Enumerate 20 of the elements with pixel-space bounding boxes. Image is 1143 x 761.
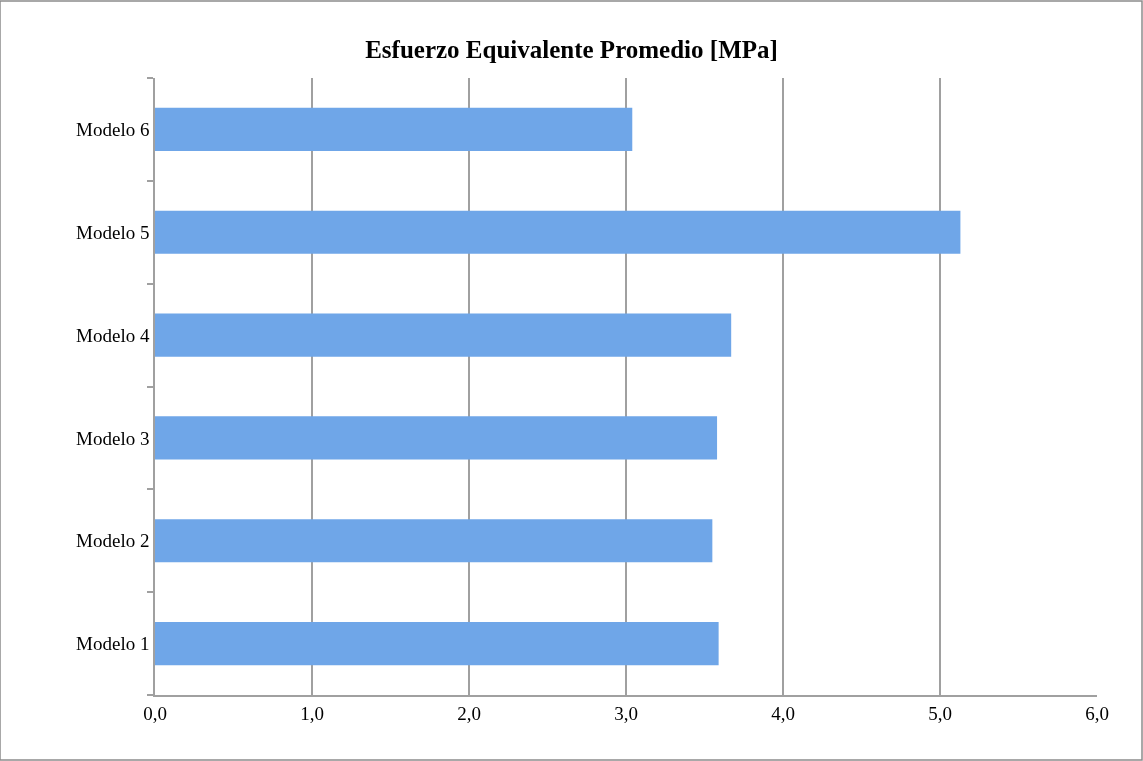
- bar: [155, 416, 718, 460]
- y-tick-label: Modelo 3: [76, 427, 150, 449]
- y-tick-label: Modelo 5: [76, 221, 150, 243]
- bar: [155, 519, 713, 563]
- y-tick-label: Modelo 6: [76, 119, 150, 141]
- bar: [155, 107, 633, 152]
- x-tick-label: 2,0: [457, 702, 481, 724]
- y-tick-label: Modelo 1: [76, 633, 150, 655]
- x-tick-label: 4,0: [771, 702, 795, 724]
- y-tick-label: Modelo 2: [76, 530, 150, 552]
- x-tick-label: 5,0: [928, 702, 952, 724]
- bar: [155, 621, 719, 666]
- y-tick-label: Modelo 4: [76, 324, 150, 346]
- x-tick-label: 0,0: [143, 702, 167, 724]
- bar: [155, 210, 961, 254]
- x-tick-label: 1,0: [300, 702, 324, 724]
- x-tick-label: 3,0: [614, 702, 638, 724]
- chart-title: Esfuerzo Equivalente Promedio [MPa]: [365, 36, 778, 64]
- x-tick-label: 6,0: [1085, 702, 1109, 724]
- bar: [155, 313, 732, 357]
